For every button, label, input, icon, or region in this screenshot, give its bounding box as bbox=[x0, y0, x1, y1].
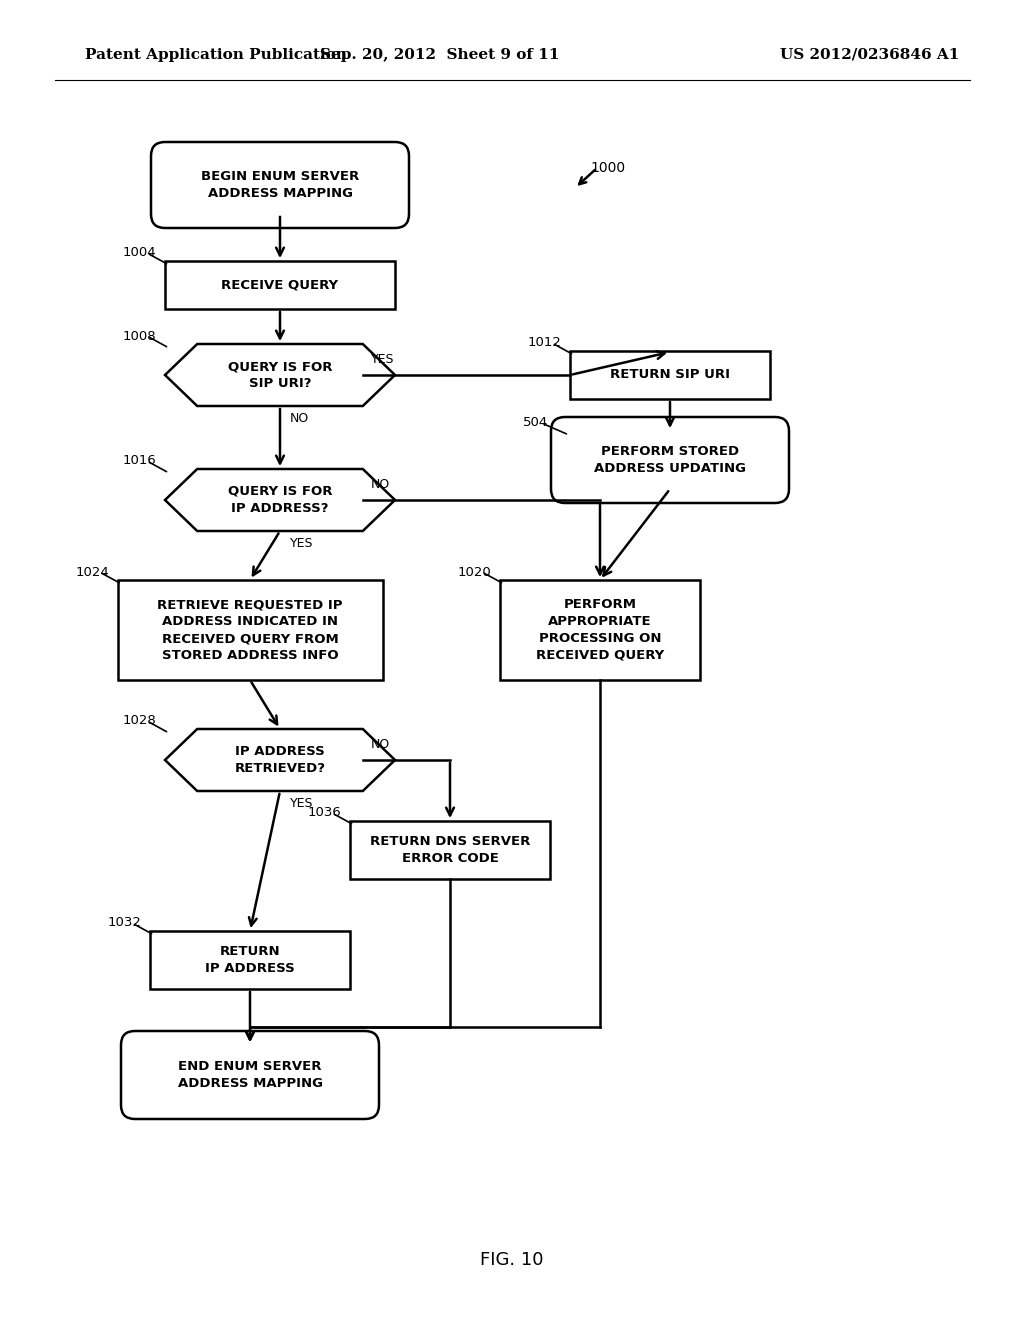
Text: 1012: 1012 bbox=[528, 337, 562, 350]
Text: YES: YES bbox=[290, 797, 313, 810]
Text: 1004: 1004 bbox=[123, 247, 157, 260]
Text: 1016: 1016 bbox=[123, 454, 157, 467]
Text: 1000: 1000 bbox=[590, 161, 625, 176]
Text: US 2012/0236846 A1: US 2012/0236846 A1 bbox=[780, 48, 959, 62]
Text: 504: 504 bbox=[523, 417, 548, 429]
FancyBboxPatch shape bbox=[151, 143, 409, 228]
Text: QUERY IS FOR
SIP URI?: QUERY IS FOR SIP URI? bbox=[227, 360, 332, 389]
FancyBboxPatch shape bbox=[121, 1031, 379, 1119]
Text: YES: YES bbox=[290, 537, 313, 550]
Text: 1008: 1008 bbox=[123, 330, 157, 342]
Text: YES: YES bbox=[371, 352, 394, 366]
Bar bbox=[570, 351, 770, 399]
Text: NO: NO bbox=[371, 478, 390, 491]
Polygon shape bbox=[165, 729, 395, 791]
Text: NO: NO bbox=[371, 738, 390, 751]
Polygon shape bbox=[165, 345, 395, 407]
Text: BEGIN ENUM SERVER
ADDRESS MAPPING: BEGIN ENUM SERVER ADDRESS MAPPING bbox=[201, 170, 359, 201]
Bar bbox=[500, 579, 700, 680]
Bar bbox=[118, 579, 383, 680]
Text: END ENUM SERVER
ADDRESS MAPPING: END ENUM SERVER ADDRESS MAPPING bbox=[177, 1060, 323, 1090]
Bar bbox=[150, 931, 350, 989]
Text: NO: NO bbox=[290, 412, 309, 425]
Text: RETURN DNS SERVER
ERROR CODE: RETURN DNS SERVER ERROR CODE bbox=[370, 836, 530, 865]
Text: Sep. 20, 2012  Sheet 9 of 11: Sep. 20, 2012 Sheet 9 of 11 bbox=[321, 48, 560, 62]
Text: 1020: 1020 bbox=[458, 565, 492, 578]
Text: FIG. 10: FIG. 10 bbox=[480, 1251, 544, 1269]
Text: 1024: 1024 bbox=[76, 565, 110, 578]
Text: RETURN SIP URI: RETURN SIP URI bbox=[610, 368, 730, 381]
Text: 1028: 1028 bbox=[123, 714, 157, 727]
Bar bbox=[165, 261, 395, 309]
Text: RETURN
IP ADDRESS: RETURN IP ADDRESS bbox=[205, 945, 295, 975]
Text: IP ADDRESS
RETRIEVED?: IP ADDRESS RETRIEVED? bbox=[234, 744, 326, 775]
Text: PERFORM STORED
ADDRESS UPDATING: PERFORM STORED ADDRESS UPDATING bbox=[594, 445, 746, 475]
Text: PERFORM
APPROPRIATE
PROCESSING ON
RECEIVED QUERY: PERFORM APPROPRIATE PROCESSING ON RECEIV… bbox=[536, 598, 665, 663]
Text: 1032: 1032 bbox=[108, 916, 142, 929]
Bar bbox=[350, 821, 550, 879]
Text: RECEIVE QUERY: RECEIVE QUERY bbox=[221, 279, 339, 292]
Text: RETRIEVE REQUESTED IP
ADDRESS INDICATED IN
RECEIVED QUERY FROM
STORED ADDRESS IN: RETRIEVE REQUESTED IP ADDRESS INDICATED … bbox=[158, 598, 343, 663]
FancyBboxPatch shape bbox=[551, 417, 790, 503]
Polygon shape bbox=[165, 469, 395, 531]
Text: QUERY IS FOR
IP ADDRESS?: QUERY IS FOR IP ADDRESS? bbox=[227, 484, 332, 515]
Text: 1036: 1036 bbox=[308, 807, 342, 820]
Text: Patent Application Publication: Patent Application Publication bbox=[85, 48, 347, 62]
